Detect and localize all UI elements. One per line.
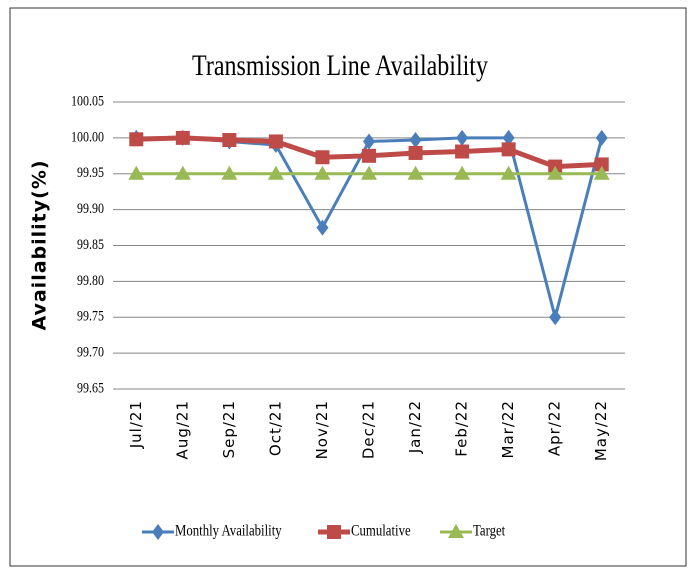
x-tick-label: Sep/21 xyxy=(220,400,238,458)
y-tick-label: 99.90 xyxy=(77,200,104,217)
y-tick-label: 99.85 xyxy=(77,236,104,253)
data-point xyxy=(174,165,191,180)
x-tick-label: Dec/21 xyxy=(360,400,378,459)
x-tick-label: May/22 xyxy=(592,400,610,461)
legend-marker xyxy=(448,524,464,538)
data-point xyxy=(547,165,564,180)
data-point xyxy=(454,165,471,180)
data-point xyxy=(128,165,145,180)
x-tick-label: Aug/21 xyxy=(173,400,191,459)
data-point xyxy=(221,165,238,180)
data-point xyxy=(593,165,610,180)
data-point xyxy=(502,129,515,146)
data-point xyxy=(501,142,516,157)
y-tick-label: 99.65 xyxy=(77,379,104,396)
data-point xyxy=(175,130,190,145)
y-tick-label: 99.95 xyxy=(77,164,104,181)
data-point xyxy=(361,165,377,180)
y-tick-label: 99.75 xyxy=(77,307,104,324)
data-point xyxy=(455,144,470,159)
chart-title: Transmission Line Availability xyxy=(192,48,488,81)
data-point xyxy=(129,132,144,147)
x-tick-label: Apr/22 xyxy=(546,400,564,456)
y-tick-label: 100.00 xyxy=(71,128,104,145)
legend-label: Target xyxy=(473,522,505,540)
data-point xyxy=(549,309,562,326)
chart-border xyxy=(9,7,687,567)
x-tick-label: Jul/21 xyxy=(127,400,145,449)
data-point xyxy=(315,150,330,165)
data-point xyxy=(407,165,424,180)
data-point xyxy=(316,219,329,236)
data-point xyxy=(268,134,283,149)
x-tick-label: Nov/21 xyxy=(313,400,331,459)
x-tick-label: Feb/22 xyxy=(453,400,471,457)
data-point xyxy=(595,129,608,146)
data-point xyxy=(594,157,609,172)
data-point xyxy=(500,165,517,180)
data-point xyxy=(409,132,422,149)
data-point xyxy=(456,129,469,146)
legend-marker xyxy=(152,524,164,540)
legend-label: Cumulative xyxy=(351,522,411,540)
y-tick-label: 99.70 xyxy=(77,343,104,360)
y-axis-label: Availability(%) xyxy=(29,159,51,330)
data-point xyxy=(408,145,423,160)
x-tick-label: Oct/21 xyxy=(266,400,284,456)
data-point xyxy=(267,165,284,180)
legend-marker xyxy=(327,525,341,539)
y-tick-label: 99.80 xyxy=(77,272,104,289)
data-point xyxy=(222,133,237,148)
data-point xyxy=(362,148,376,163)
legend-label: Monthly Availability xyxy=(175,522,282,540)
x-tick-label: Mar/22 xyxy=(499,400,517,458)
y-tick-label: 100.05 xyxy=(71,92,104,109)
data-point xyxy=(314,165,331,180)
x-tick-label: Jan/22 xyxy=(406,400,424,454)
data-point xyxy=(363,133,375,150)
